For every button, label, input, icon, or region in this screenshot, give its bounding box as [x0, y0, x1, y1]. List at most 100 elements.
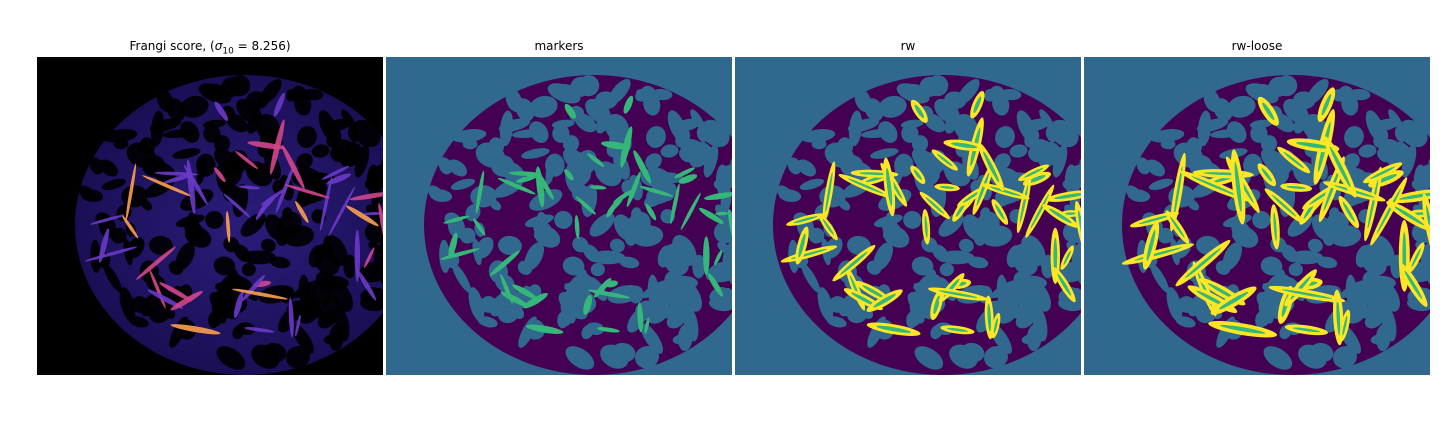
vessel-marker — [847, 178, 884, 194]
vessel-marker — [840, 251, 868, 275]
background-region — [1136, 157, 1151, 175]
vessel-marker — [1218, 291, 1249, 310]
dark-region — [103, 262, 123, 293]
dark-region — [241, 262, 256, 277]
background-region — [672, 333, 692, 345]
dark-region — [80, 189, 104, 202]
vessel-marker — [1323, 167, 1341, 211]
vessel-marker — [703, 236, 710, 276]
background-region — [577, 75, 600, 97]
vessel-response — [90, 214, 125, 225]
background-region — [1288, 262, 1303, 277]
dark-region — [149, 306, 170, 324]
background-region — [828, 296, 847, 313]
background-region — [1250, 124, 1268, 143]
vessel-response — [122, 215, 139, 239]
dark-region — [188, 211, 199, 228]
vessel-response — [186, 159, 196, 215]
background-region — [537, 211, 548, 228]
dark-region — [209, 291, 239, 320]
background-region — [498, 235, 522, 256]
background-region — [690, 109, 706, 131]
vessel-marker — [1063, 250, 1071, 265]
background-region — [1344, 126, 1364, 148]
vessel-marker — [644, 317, 650, 334]
background-region — [666, 275, 698, 290]
vessel-marker — [1053, 237, 1058, 275]
vessel-marker — [933, 295, 940, 315]
background-region — [994, 153, 1011, 170]
vessel-marker — [987, 303, 992, 332]
vessel-response — [328, 186, 356, 237]
background-region — [838, 199, 851, 211]
dark-region — [354, 144, 370, 178]
background-region — [808, 227, 825, 244]
dark-region — [334, 306, 350, 342]
vessel-marker — [670, 183, 680, 225]
vessel-marker — [1146, 229, 1156, 262]
background-region — [1222, 242, 1242, 271]
background-region — [664, 251, 689, 276]
dark-region — [298, 274, 311, 309]
vessel-marker — [597, 327, 620, 333]
vessel-response — [378, 203, 383, 253]
background-region — [607, 78, 631, 105]
background-region — [634, 345, 659, 369]
vessel-marker — [1286, 185, 1306, 189]
background-region — [1398, 119, 1428, 148]
background-region — [499, 110, 514, 147]
background-region — [787, 157, 802, 175]
background-region — [1209, 129, 1243, 139]
vessel-response — [326, 173, 352, 185]
background-region — [479, 296, 498, 313]
background-region — [1358, 144, 1377, 158]
background-region — [1175, 316, 1196, 328]
vessel-response — [295, 314, 301, 337]
background-region — [847, 306, 868, 324]
background-region — [1250, 83, 1274, 99]
background-region — [660, 144, 679, 158]
dark-region — [375, 287, 383, 300]
dark-region — [260, 238, 276, 253]
vessel-marker — [623, 95, 634, 114]
vessel-marker — [1411, 248, 1421, 267]
background-region — [1015, 311, 1035, 329]
dark-region — [203, 83, 227, 99]
vessel-marker — [1283, 151, 1305, 169]
dark-region — [205, 210, 224, 229]
vessel-marker — [1054, 193, 1081, 200]
vessel-marker — [1336, 299, 1341, 336]
background-region — [1062, 219, 1081, 244]
vessel-marker — [564, 169, 574, 181]
background-region — [1407, 296, 1430, 312]
background-region — [581, 324, 594, 340]
background-region — [848, 110, 863, 147]
vessel-marker — [443, 215, 470, 224]
vessel-marker — [950, 142, 978, 149]
background-region — [1032, 306, 1048, 342]
dark-region — [364, 178, 381, 191]
panel-title-frangi: Frangi score, (σ10 = 8.256) — [129, 39, 291, 57]
rw-canvas — [735, 57, 1081, 375]
background-region — [717, 241, 732, 255]
dark-region — [113, 139, 129, 150]
vessel-marker — [1030, 193, 1050, 229]
dark-region — [293, 298, 319, 320]
vessel-response — [238, 185, 260, 190]
vessel-marker — [850, 292, 876, 306]
background-region — [491, 154, 515, 177]
background-region — [700, 119, 730, 148]
background-region — [551, 119, 575, 129]
background-region — [930, 324, 943, 340]
background-region — [926, 75, 949, 97]
dark-region — [232, 324, 245, 340]
background-region — [645, 153, 662, 170]
dark-region — [180, 95, 209, 118]
dark-region — [228, 75, 251, 97]
dark-region — [119, 287, 136, 322]
background-region — [459, 227, 476, 244]
dark-region — [246, 161, 273, 187]
vessel-marker — [728, 209, 732, 246]
background-region — [1187, 199, 1200, 211]
vessel-response — [233, 291, 244, 319]
